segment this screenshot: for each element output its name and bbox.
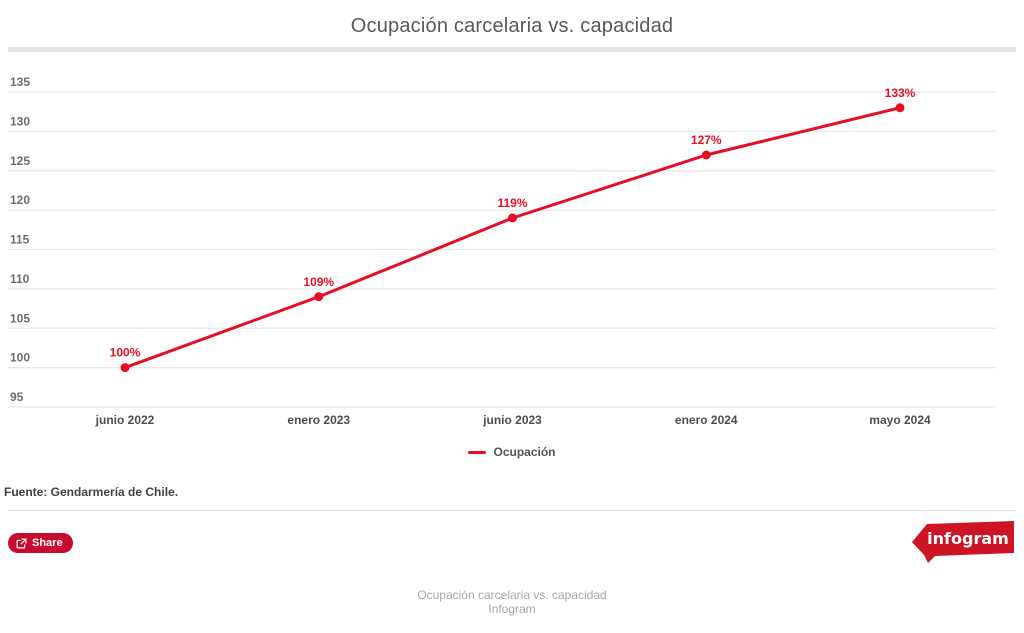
infogram-logo[interactable]: infogram — [910, 521, 1014, 563]
x-axis-tick-label: enero 2023 — [287, 413, 350, 427]
x-axis-tick-label: junio 2023 — [482, 413, 542, 427]
y-axis-tick-label: 100 — [10, 351, 30, 365]
footer-brand: Infogram — [488, 602, 536, 616]
data-point-value-label: 127% — [691, 133, 722, 147]
chart-legend[interactable]: Ocupación — [0, 444, 1024, 460]
y-axis-tick-label: 135 — [10, 75, 30, 89]
share-button[interactable]: Share — [8, 533, 73, 553]
data-point-value-label: 109% — [303, 275, 334, 289]
footer-divider — [8, 510, 1016, 511]
share-button-label: Share — [32, 537, 63, 549]
data-point[interactable] — [701, 150, 711, 160]
y-axis-tick-label: 110 — [10, 272, 30, 286]
data-point[interactable] — [508, 213, 517, 223]
infogram-logo-text: infogram — [927, 529, 1009, 548]
footer-chart-title: Ocupación carcelaria vs. capacidad — [417, 588, 607, 602]
title-divider — [8, 47, 1016, 52]
x-axis-tick-label: enero 2024 — [675, 413, 738, 427]
data-point[interactable] — [120, 363, 130, 373]
legend-label: Ocupación — [493, 445, 556, 459]
data-point-value-label: 119% — [497, 196, 527, 210]
y-axis-tick-label: 125 — [10, 154, 30, 168]
x-axis-tick-label: mayo 2024 — [869, 413, 931, 427]
source-note: Fuente: Gendarmería de Chile. — [4, 485, 179, 499]
y-axis-tick-label: 95 — [10, 390, 24, 404]
data-point[interactable] — [314, 292, 324, 302]
line-chart: 95 100 105 110 115 120 125 130 135 junio 2022 ener… — [8, 75, 996, 427]
data-point-value-label: 133% — [885, 86, 916, 100]
page-footer: Ocupación carcelaria vs. capacidad Infog… — [0, 588, 1024, 616]
chart-title: Ocupación carcelaria vs. capacidad — [350, 15, 674, 37]
legend-line-swatch — [468, 450, 487, 454]
y-axis-tick-label: 115 — [10, 233, 30, 247]
y-axis-tick-label: 105 — [10, 311, 30, 325]
y-axis-tick-label: 120 — [10, 193, 30, 207]
y-axis-tick-label: 130 — [10, 114, 30, 128]
infogram-flag-shape — [912, 521, 1014, 563]
share-icon — [16, 538, 27, 548]
data-point-value-label: 100% — [110, 346, 141, 360]
data-point[interactable] — [895, 103, 905, 113]
x-axis-tick-label: junio 2022 — [95, 413, 155, 427]
